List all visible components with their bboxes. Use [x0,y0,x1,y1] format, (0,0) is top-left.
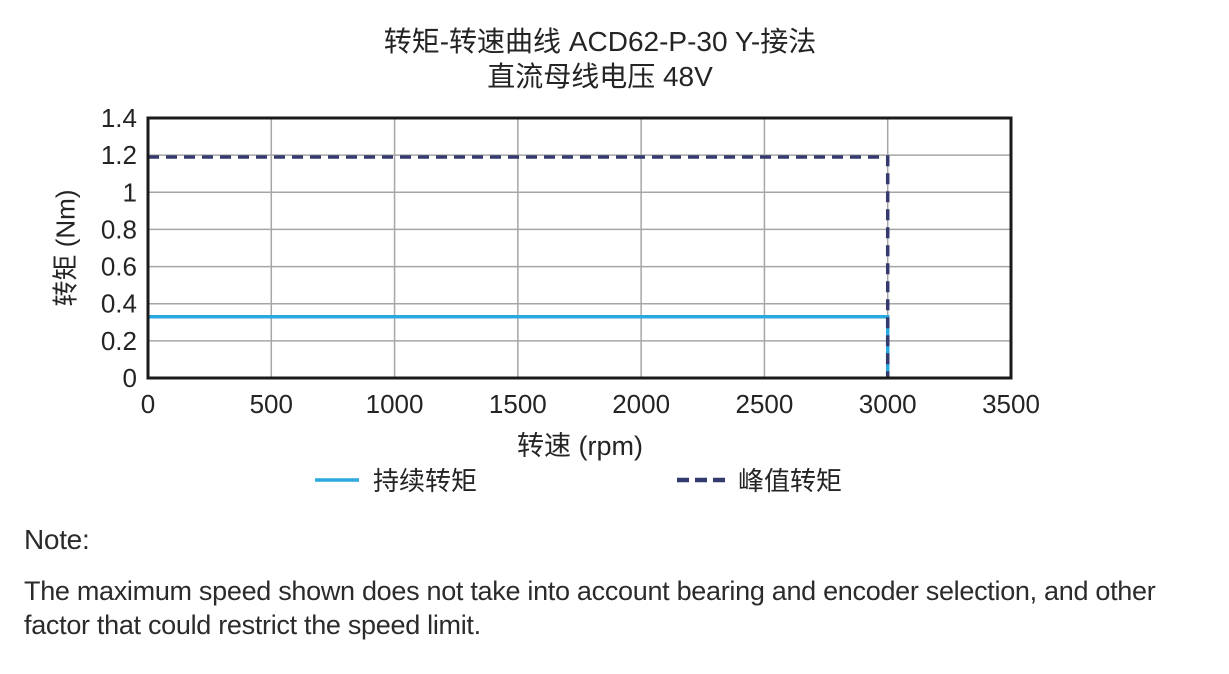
x-tick-label-0: 0 [141,389,155,419]
y-tick-label-0.2: 0.2 [101,326,137,356]
y-tick-label-1: 1 [123,177,137,207]
x-tick-label-2500: 2500 [736,389,794,419]
x-tick-label-1000: 1000 [366,389,424,419]
y-tick-label-0.4: 0.4 [101,289,137,319]
note-body: The maximum speed shown does not take in… [24,576,1156,640]
y-tick-label-0.6: 0.6 [101,252,137,282]
y-tick-label-0.8: 0.8 [101,214,137,244]
note-heading: Note: [24,524,90,555]
chart-subtitle: 直流母线电压 48V [487,61,713,92]
legend: 持续转矩 峰值转矩 [0,461,1156,498]
torque-speed-chart: 0 500 1000 1500 2000 2500 3000 3500 0 0.2 0.4 0.6 0.… [101,103,1040,419]
peak-torque-line-sample [677,477,725,482]
x-tick-label-1500: 1500 [489,389,547,419]
y-tick-label-1.2: 1.2 [101,140,137,170]
series-line-1 [148,155,890,378]
x-tick-label-3500: 3500 [982,389,1040,419]
chart-title-block: 转矩-转速曲线 ACD62-P-30 Y-接法 直流母线电压 48V [0,24,1200,94]
continuous-torque-line-sample [314,477,359,482]
legend-item-peak-torque: 峰值转矩 [677,461,842,498]
legend-label-continuous-torque: 持续转矩 [372,466,477,496]
y-tick-label-0: 0 [123,363,137,393]
chart-title: 转矩-转速曲线 ACD62-P-30 Y-接法 [383,26,817,57]
plot-border [146,116,1013,380]
y-tick-label-1.4: 1.4 [101,103,137,133]
x-tick-label-2000: 2000 [612,389,670,419]
x-axis-label: 转速 (rpm) [517,431,643,461]
legend-item-continuous-torque: 持续转矩 [314,461,477,498]
y-axis-label: 转矩 (Nm) [50,189,81,307]
x-tick-label-3000: 3000 [859,389,917,419]
legend-label-peak-torque: 峰值转矩 [738,466,843,496]
x-tick-label-500: 500 [250,389,293,419]
